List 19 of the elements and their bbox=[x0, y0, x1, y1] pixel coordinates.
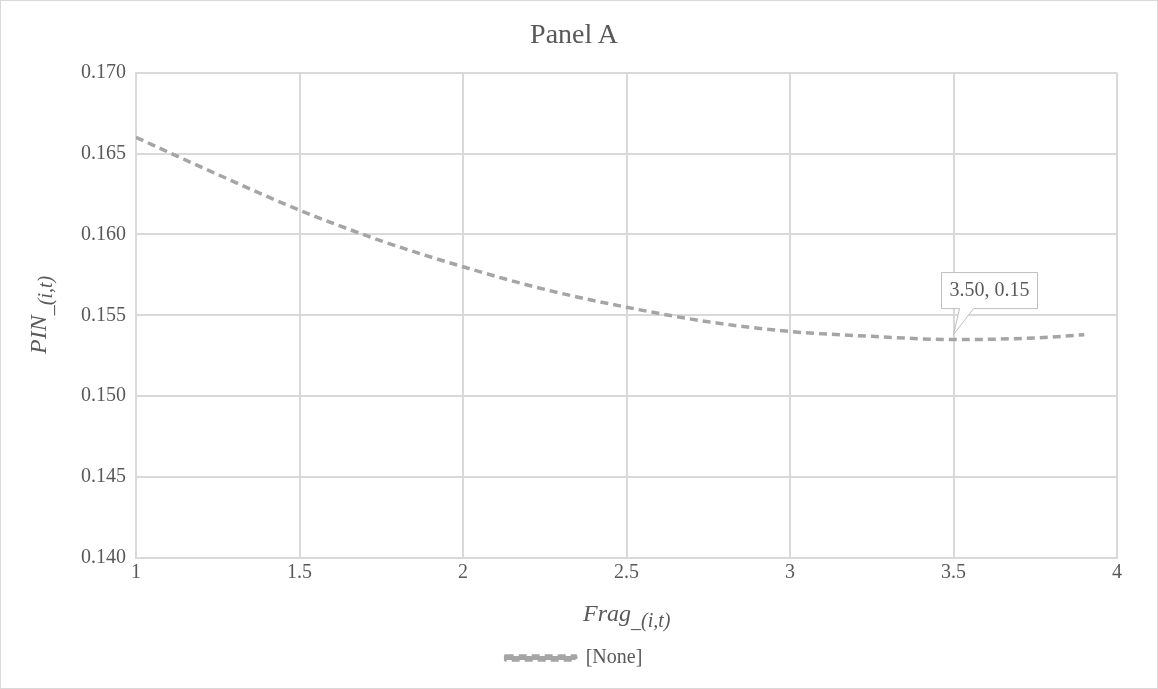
y-tick-label: 0.160 bbox=[81, 221, 126, 244]
x-tick-label: 1 bbox=[131, 560, 141, 583]
x-tick-label: 2 bbox=[458, 560, 468, 583]
x-tick-label: 4 bbox=[1112, 560, 1122, 583]
legend-label: [None] bbox=[585, 645, 643, 668]
annotation: 3.50, 0.15 bbox=[949, 277, 1030, 300]
y-tick-label: 0.165 bbox=[81, 140, 126, 163]
line-series bbox=[136, 135, 1087, 342]
x-axis-title: Frag$_{_(i,t)}$ bbox=[583, 600, 671, 632]
x-tick-label: 3 bbox=[785, 560, 795, 583]
x-tick-label: 1.5 bbox=[287, 560, 312, 583]
y-tick-label: 0.155 bbox=[81, 302, 126, 325]
chart-title: Panel A bbox=[530, 18, 619, 50]
y-tick-label: 0.150 bbox=[81, 383, 126, 406]
y-tick-label: 0.145 bbox=[81, 464, 126, 487]
y-tick-label: 0.170 bbox=[81, 59, 126, 82]
x-tick-label: 2.5 bbox=[614, 560, 639, 583]
x-tick-label: 3.5 bbox=[941, 560, 966, 583]
y-tick-label: 0.140 bbox=[81, 545, 126, 568]
